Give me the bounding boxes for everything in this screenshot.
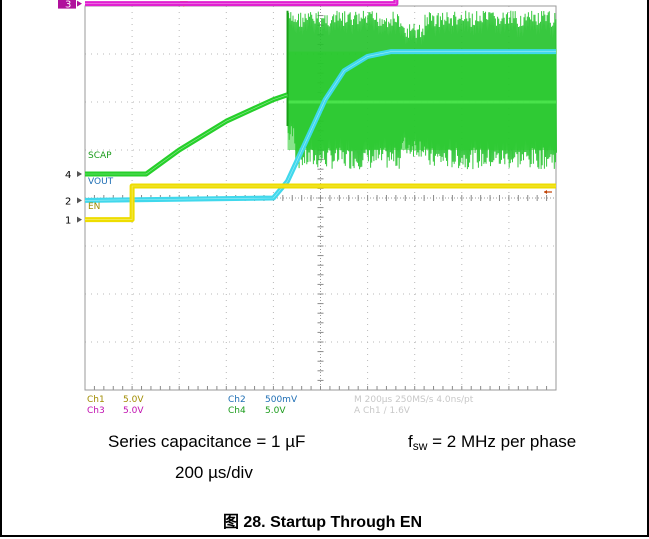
trace-highlight-ch1	[85, 185, 556, 220]
readout-label-ch2: Ch2	[228, 395, 246, 405]
channel-marker-arrow-ch1	[77, 216, 82, 223]
scope-plot: 3241PGOODVOUTSCAPENCh15.0VCh35.0VCh2500m…	[58, 0, 557, 420]
readout-label-ch4: Ch4	[228, 406, 246, 416]
caption-capacitance: Series capacitance = 1 µF	[108, 432, 306, 451]
trace-highlight-ch4	[85, 94, 288, 175]
caption-time-per-div: 200 µs/div	[175, 463, 253, 482]
readout-scale-ch3: 5.0V	[123, 406, 144, 416]
readout-timebase: M 200µs 250MS/s 4.0ns/pt	[354, 395, 474, 405]
trigger-level-arrowhead	[544, 190, 547, 194]
channel-marker-arrow-ch3	[77, 0, 82, 7]
caption-fsw: fsw = 2 MHz per phase	[408, 432, 577, 453]
readout-scale-ch2: 500mV	[265, 395, 298, 405]
figure-caption-text: 图 28. Startup Through EN	[222, 514, 423, 531]
channel-marker-label-ch2: 2	[65, 196, 71, 207]
readout-trigger: A Ch1 ∕ 1.6V	[354, 406, 411, 416]
trace-label-ch2: VOUT	[88, 177, 114, 187]
trace-highlight-ch3	[85, 0, 397, 4]
channel-marker-ch3	[58, 0, 76, 9]
channel-marker-label-ch3: 3	[65, 0, 71, 11]
channel-marker-ch2	[58, 195, 76, 206]
channel-marker-label-ch4: 4	[65, 170, 71, 181]
channel-marker-ch1	[58, 214, 76, 225]
trace-highlight-ch2	[84, 51, 556, 201]
figure-caption: 图 28. Startup Through EN	[0, 508, 645, 532]
readout-scale-ch1: 5.0V	[123, 395, 144, 405]
trace-label-ch1: EN	[88, 202, 100, 212]
oscilloscope-capture: 3241PGOODVOUTSCAPENCh15.0VCh35.0VCh2500m…	[56, 0, 564, 425]
readout-label-ch3: Ch3	[87, 406, 105, 416]
trace-label-ch4: SCAP	[88, 151, 112, 161]
channel-marker-arrow-ch4	[77, 171, 82, 177]
channel-marker-arrow-ch2	[77, 197, 82, 204]
readout-label-ch1: Ch1	[87, 395, 105, 405]
channel-marker-ch4	[58, 169, 76, 179]
channel-marker-label-ch1: 1	[65, 216, 71, 227]
readout-scale-ch4: 5.0V	[265, 406, 286, 416]
